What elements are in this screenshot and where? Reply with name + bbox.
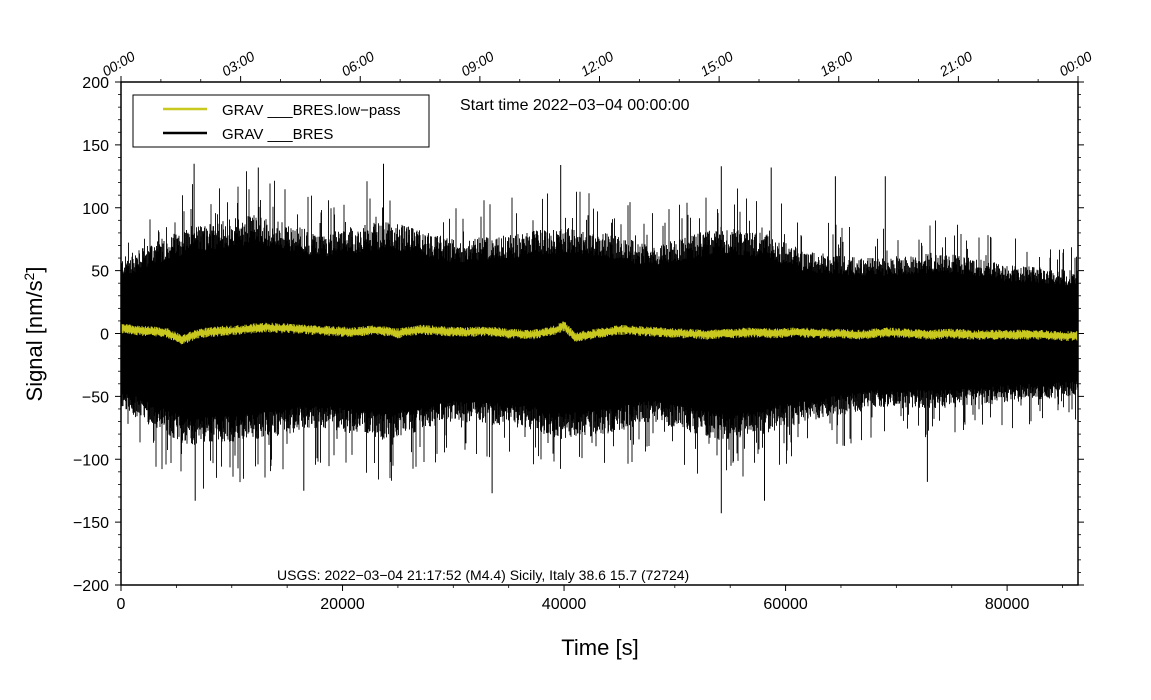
y-tick-label: 50 [91, 264, 109, 281]
y-tick-label: 150 [82, 138, 109, 155]
top-tick-label: 15:00 [697, 48, 736, 79]
top-tick-label: 18:00 [817, 48, 856, 79]
y-axis-title-sup: 2 [21, 272, 37, 280]
x-axis-title: Time [s] [561, 635, 638, 660]
x-tick-label: 40000 [542, 596, 587, 613]
y-tick-label: −150 [73, 515, 109, 532]
top-tick-label: 00:00 [1056, 48, 1095, 79]
x-tick-label: 80000 [985, 596, 1030, 613]
top-tick-label: 12:00 [578, 48, 617, 79]
legend: GRAV ___BRES.low−pass GRAV ___BRES [132, 94, 430, 148]
legend-label-raw: GRAV ___BRES [222, 126, 333, 143]
lowpass-signal-line [121, 324, 1078, 341]
y-tick-label: 100 [82, 201, 109, 218]
y-tick-label: −50 [82, 389, 109, 406]
top-tick-label: 09:00 [458, 48, 497, 79]
top-tick-label: 00:00 [99, 48, 138, 79]
y-axis-title: Signal [nm/s2] [21, 267, 47, 402]
y-tick-label: 0 [100, 327, 109, 344]
y-axis-title-main: Signal [nm/s [22, 280, 47, 401]
data-layer [121, 163, 1078, 514]
x-tick-label: 60000 [763, 596, 808, 613]
top-tick-label: 21:00 [936, 48, 975, 80]
event-annotation: USGS: 2022−03−04 21:17:52 (M4.4) Sicily,… [277, 567, 689, 583]
top-tick-label: 03:00 [219, 48, 258, 79]
x-tick-label: 0 [117, 596, 126, 613]
raw-signal-spikes [193, 163, 928, 514]
y-tick-label: −200 [73, 578, 109, 595]
start-time-annotation: Start time 2022−03−04 00:00:00 [460, 97, 690, 114]
top-tick-label: 06:00 [339, 48, 378, 79]
legend-box [132, 94, 430, 148]
x-tick-label: 20000 [320, 596, 365, 613]
y-tick-label: −100 [73, 452, 109, 469]
legend-label-lowpass: GRAV ___BRES.low−pass [222, 102, 401, 119]
series-lowpass-signal [121, 321, 1078, 345]
y-tick-label: 200 [82, 75, 109, 92]
y-axis-title-end: ] [22, 267, 47, 273]
